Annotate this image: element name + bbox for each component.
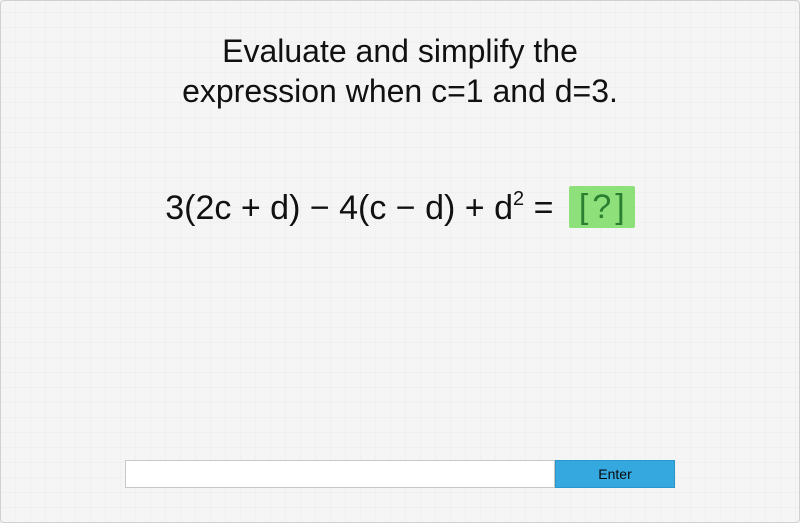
prompt-line-1: Evaluate and simplify the: [1, 31, 799, 71]
expression-equals: =: [524, 189, 563, 227]
expression-exponent: 2: [513, 188, 524, 210]
bracket-right: ]: [615, 188, 624, 226]
prompt-text: Evaluate and simplify the expression whe…: [1, 1, 799, 111]
answer-input-row: Enter: [125, 460, 675, 488]
expression: 3(2c + d) − 4(c − d) + d2 = [?]: [1, 189, 799, 231]
answer-input[interactable]: [125, 460, 555, 488]
enter-button[interactable]: Enter: [555, 460, 675, 488]
expression-lhs: 3(2c + d) − 4(c − d) + d: [165, 189, 513, 227]
answer-placeholder-box: [?]: [569, 186, 635, 228]
prompt-line-2: expression when c=1 and d=3.: [1, 71, 799, 111]
question-mark: ?: [588, 188, 615, 226]
bracket-left: [: [579, 188, 588, 226]
